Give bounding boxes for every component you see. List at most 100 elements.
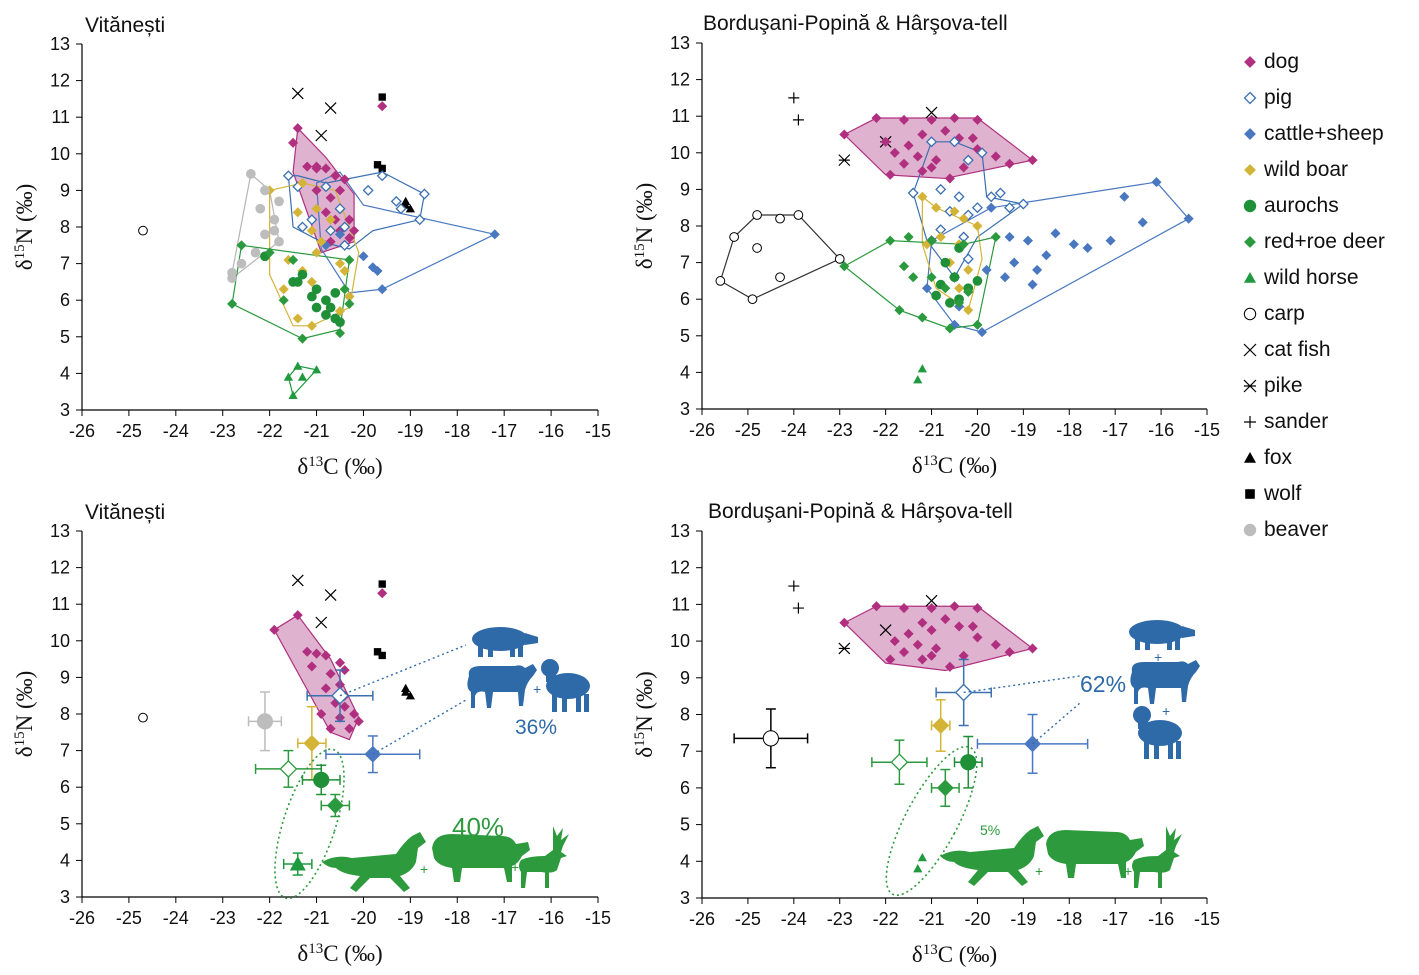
point-dog bbox=[940, 614, 951, 625]
point-dog bbox=[917, 166, 928, 177]
legend-marker-shape-dog bbox=[1244, 56, 1256, 68]
mean-grey bbox=[256, 713, 274, 730]
point-cattle bbox=[986, 202, 997, 213]
point-carp bbox=[747, 294, 758, 305]
legend-marker-shape-horse bbox=[1244, 272, 1256, 283]
point-boar bbox=[958, 213, 969, 224]
point-boar bbox=[297, 178, 308, 189]
point-dog bbox=[1027, 643, 1038, 654]
point-dog bbox=[325, 723, 336, 734]
point-wolf bbox=[378, 651, 386, 660]
point-dog bbox=[292, 123, 303, 134]
y-tick-label: 8 bbox=[60, 217, 70, 237]
point-cattle bbox=[1004, 231, 1015, 243]
legend-marker-shape-catfish bbox=[1243, 343, 1257, 357]
legend-marker-shape-pike bbox=[1243, 379, 1257, 393]
point-grey bbox=[269, 225, 280, 236]
point-carp bbox=[834, 254, 845, 264]
point-pig bbox=[953, 191, 965, 203]
y-tick-label: 10 bbox=[670, 631, 690, 651]
legend-label: dog bbox=[1264, 50, 1300, 73]
point-dog bbox=[926, 162, 937, 173]
point-catfish bbox=[324, 102, 337, 114]
point-aurochs bbox=[335, 317, 345, 328]
x-tick-label: -18 bbox=[1056, 909, 1082, 929]
x-axis-label: δ13C (‰) bbox=[297, 454, 382, 479]
point-pig bbox=[325, 225, 337, 237]
point-dog bbox=[269, 624, 280, 635]
point-aurochs bbox=[325, 302, 336, 313]
point-dog bbox=[926, 114, 937, 125]
ram-icon bbox=[1133, 706, 1182, 759]
point-carp bbox=[729, 232, 740, 242]
x-tick-label: -20 bbox=[964, 420, 990, 440]
x-tick-label: -15 bbox=[585, 908, 611, 928]
legend-item-wolf: wolf bbox=[1238, 476, 1416, 512]
hull-pig bbox=[912, 141, 1025, 279]
y-tick-label: 11 bbox=[51, 107, 70, 127]
legend-label: beaver bbox=[1264, 518, 1329, 541]
legend-label: carp bbox=[1264, 302, 1305, 325]
x-tick-label: -25 bbox=[116, 421, 142, 441]
point-dog bbox=[967, 133, 978, 144]
point-aurochs bbox=[945, 297, 955, 308]
x-tick-label: -18 bbox=[1056, 420, 1082, 440]
point-aurochs bbox=[306, 291, 317, 302]
point-dog bbox=[344, 214, 355, 225]
x-tick-label: -26 bbox=[689, 909, 715, 929]
point-dog bbox=[889, 636, 900, 647]
panel-2: Borduşani-Popină & Hârşova-tell -26 -25 -24… bbox=[632, 12, 1220, 478]
x-tick-label: -19 bbox=[397, 421, 423, 441]
plus-sign: + bbox=[420, 861, 428, 877]
x-tick-label: -22 bbox=[257, 421, 283, 441]
point-boar bbox=[935, 231, 946, 243]
point-dog bbox=[839, 617, 850, 628]
point-dog bbox=[903, 628, 914, 639]
point-deer bbox=[839, 261, 850, 272]
legend-item-sander: sander bbox=[1238, 404, 1416, 440]
point-pig bbox=[1004, 202, 1016, 214]
point-cattle bbox=[1068, 239, 1079, 250]
point-carp bbox=[138, 225, 148, 236]
point-cattle bbox=[1183, 213, 1194, 224]
point-dog bbox=[311, 648, 322, 659]
x-tick-label: -17 bbox=[491, 421, 517, 441]
legend-label: wild boar bbox=[1264, 158, 1349, 181]
y-tick-label: 6 bbox=[60, 777, 70, 797]
legend-item-beaver: beaver bbox=[1238, 512, 1416, 548]
point-boar bbox=[931, 202, 942, 213]
point-boar bbox=[311, 247, 322, 258]
legend-item-dog: dog bbox=[1238, 44, 1416, 80]
legend-marker-pig bbox=[1243, 91, 1257, 105]
x-tick-label: -26 bbox=[69, 421, 95, 441]
point-dog bbox=[926, 650, 937, 661]
x-tick-label: -19 bbox=[1010, 420, 1036, 440]
point-aurochs bbox=[330, 288, 341, 298]
y-tick-label: 3 bbox=[680, 399, 690, 419]
legend-marker-sander bbox=[1244, 416, 1256, 428]
point-dog bbox=[917, 617, 928, 628]
chart-title: Vitănești bbox=[85, 14, 165, 37]
point-cattle bbox=[977, 327, 988, 338]
mean-boar bbox=[932, 717, 950, 734]
point-pike bbox=[838, 154, 851, 167]
link-pig bbox=[963, 675, 1081, 694]
legend-marker-shape-wolf bbox=[1245, 489, 1255, 499]
point-dog bbox=[944, 661, 955, 672]
x-tick-label: -20 bbox=[350, 421, 376, 441]
legend-marker-carp bbox=[1243, 307, 1257, 321]
y-tick-label: 3 bbox=[60, 400, 70, 420]
point-aurochs bbox=[940, 257, 951, 268]
point-aurochs bbox=[292, 277, 303, 287]
point-boar bbox=[949, 206, 960, 217]
x-tick-label: -24 bbox=[781, 909, 807, 929]
point-carp bbox=[715, 276, 726, 286]
point-pig bbox=[962, 154, 974, 166]
point-pig bbox=[418, 188, 430, 200]
point-dog bbox=[898, 114, 910, 125]
x-tick-label: -26 bbox=[69, 908, 95, 928]
legend-label: wild horse bbox=[1264, 266, 1359, 289]
point-boar bbox=[963, 305, 974, 316]
plus-sign: + bbox=[1162, 703, 1170, 719]
point-deer bbox=[288, 254, 299, 265]
